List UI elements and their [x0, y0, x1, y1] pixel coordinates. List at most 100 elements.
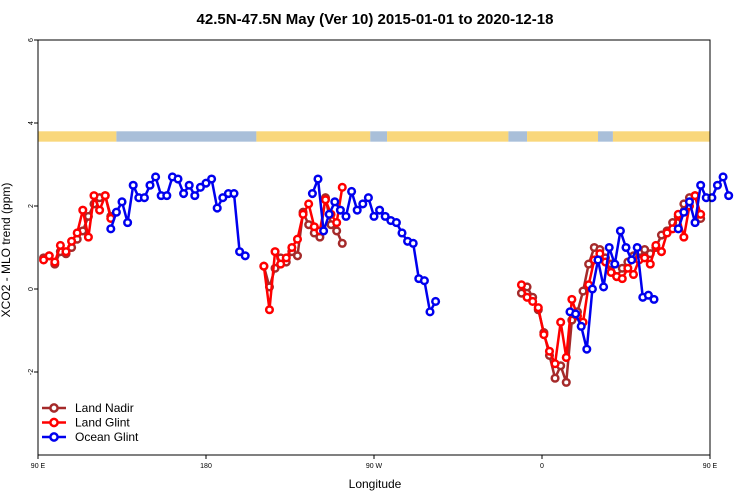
data-point — [649, 294, 659, 304]
x-tick-label: 90 W — [366, 463, 383, 470]
data-point — [320, 195, 331, 205]
band-land-6 — [527, 131, 598, 142]
data-point — [643, 290, 653, 300]
data-point — [151, 172, 161, 182]
data-point — [617, 274, 627, 284]
band-land-2 — [256, 131, 371, 142]
data-point — [139, 193, 149, 203]
band-land-0 — [38, 131, 117, 142]
data-point — [218, 193, 228, 203]
data-point — [207, 174, 217, 184]
y-tick-label: 0 — [28, 287, 35, 291]
y-axis: -2 0 2 4 6 — [28, 38, 38, 375]
data-point — [718, 172, 728, 182]
data-point — [324, 209, 334, 219]
data-point — [235, 247, 245, 257]
data-point — [270, 247, 280, 257]
data-point — [162, 191, 172, 201]
data-point — [516, 280, 527, 290]
data-point — [656, 247, 667, 257]
data-point — [651, 240, 661, 250]
data-point — [184, 180, 194, 190]
data-point — [337, 238, 347, 248]
data-point — [89, 191, 99, 201]
data-point — [556, 317, 566, 327]
data-point — [190, 191, 200, 201]
data-point — [369, 211, 379, 221]
data-point — [212, 203, 222, 213]
x-tick-label: 90 E — [703, 463, 718, 470]
data-point — [341, 211, 351, 221]
data-point — [83, 232, 93, 242]
data-point — [621, 242, 631, 253]
band-ocean-3 — [370, 131, 388, 142]
data-point — [425, 307, 435, 317]
land-ocean-band — [38, 131, 710, 142]
data-point — [684, 197, 695, 207]
data-point — [673, 224, 683, 234]
legend-label: Ocean Glint — [75, 430, 139, 444]
data-point — [604, 242, 614, 253]
data-point — [363, 193, 373, 203]
data-point — [640, 245, 650, 255]
data-point — [690, 191, 700, 201]
data-point — [55, 240, 65, 250]
x-tick-label: 90 E — [31, 463, 46, 470]
data-point — [584, 259, 594, 269]
y-axis-label: XCO2 - MLO trend (ppm) — [0, 183, 13, 318]
data-point — [287, 242, 297, 253]
x-axis: 90 E 180 90 W 0 90 E — [31, 455, 718, 470]
data-point — [561, 352, 571, 363]
data-point — [352, 205, 362, 215]
data-point — [61, 247, 71, 257]
legend-item: Land Nadir — [42, 401, 134, 415]
data-point — [679, 207, 689, 217]
band-ocean-7 — [598, 131, 613, 142]
series-layer — [39, 172, 734, 387]
data-point — [408, 238, 418, 248]
data-point — [375, 205, 385, 215]
data-point — [179, 189, 189, 199]
data-point — [309, 222, 319, 232]
data-point — [679, 232, 689, 242]
band-ocean-1 — [116, 131, 257, 142]
data-point — [276, 259, 286, 269]
x-axis-label: Longitude — [349, 477, 402, 491]
data-point — [431, 296, 441, 307]
data-point — [571, 309, 581, 319]
data-point — [123, 218, 133, 228]
data-point — [576, 321, 586, 331]
x-tick-label: 180 — [200, 463, 212, 470]
band-land-8 — [612, 131, 710, 142]
data-point — [128, 180, 138, 190]
data-point — [593, 255, 603, 265]
data-point — [72, 228, 82, 238]
data-point — [578, 286, 588, 296]
data-point — [724, 191, 734, 201]
data-point — [78, 205, 88, 215]
y-tick-label: 6 — [28, 38, 35, 42]
data-point — [332, 226, 342, 236]
band-land-4 — [387, 131, 509, 142]
legend-marker — [49, 417, 59, 428]
data-point — [599, 282, 609, 292]
data-point — [645, 259, 655, 269]
data-point — [95, 205, 105, 215]
data-point — [696, 180, 706, 190]
data-point — [111, 207, 121, 217]
data-point — [632, 242, 642, 253]
chart-title: 42.5N-47.5N May (Ver 10) 2015-01-01 to 2… — [197, 11, 554, 28]
series-line — [677, 175, 730, 230]
data-point — [332, 218, 342, 228]
data-point — [39, 255, 49, 265]
data-point — [567, 294, 577, 304]
data-point — [662, 228, 672, 238]
y-tick-label: 4 — [28, 121, 35, 125]
data-point — [358, 199, 368, 209]
data-point — [229, 189, 239, 199]
data-point — [50, 257, 60, 267]
data-point — [304, 199, 314, 209]
x-tick-label: 0 — [540, 463, 544, 470]
y-tick-label: 2 — [28, 204, 35, 208]
